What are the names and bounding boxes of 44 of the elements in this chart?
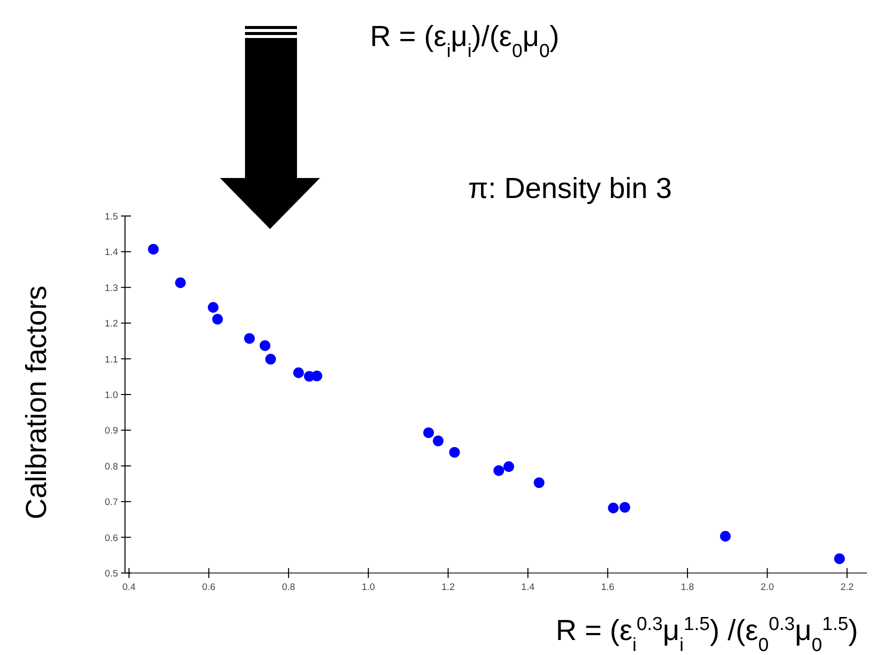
x-tick-label: 1.6 <box>601 582 614 593</box>
y-tick-label: 1.4 <box>104 247 118 258</box>
point <box>148 244 159 255</box>
y-tick-label: 1.1 <box>104 354 118 366</box>
text: R = (ε$_{i}$μ$_{i}$)/(ε$_{0}$μ$_{0}$) <box>370 21 560 60</box>
point <box>260 340 270 351</box>
point <box>175 277 186 288</box>
point <box>534 477 544 488</box>
x-tick-label: 0.6 <box>202 582 216 593</box>
y-tick-label: 0.9 <box>104 426 118 437</box>
point <box>834 553 845 564</box>
y-tick-label: 1.5 <box>104 212 118 222</box>
point <box>208 302 219 313</box>
y-tick-label: 0.7 <box>104 497 118 508</box>
point <box>212 314 223 325</box>
x-tick-label: 1.0 <box>362 582 375 593</box>
point <box>423 427 434 438</box>
point <box>293 367 304 378</box>
point <box>449 446 460 458</box>
x-tick-label: 2.0 <box>760 582 774 593</box>
point <box>244 333 255 344</box>
text: R = (ε$_{i}$$^{0.3}$μ$_{i}$$^{1.5}$) /(ε$_{0}$$^{0.3}$μ$_{0}$$^{1.5}$) <box>556 612 858 654</box>
x-tick-label: 2.2 <box>840 582 854 593</box>
point <box>265 354 276 364</box>
point <box>432 436 444 446</box>
point <box>493 465 504 476</box>
y-tick-label: 0.5 <box>104 568 118 580</box>
y-tick-label: 1.2 <box>104 318 118 330</box>
point <box>720 530 731 542</box>
y-tick-label: 1.3 <box>104 282 118 294</box>
point <box>608 502 619 514</box>
x-tick-label: 0.8 <box>282 582 296 593</box>
x-tick-label: 1.4 <box>521 582 535 593</box>
point <box>620 502 630 513</box>
point <box>503 461 514 472</box>
x-tick-label: 0.4 <box>122 582 136 593</box>
x-tick-label: 1.8 <box>680 582 694 593</box>
chart-title: π: Density bin 3 <box>468 173 672 205</box>
point <box>312 370 322 382</box>
y-axis-title: Calibration factors <box>21 286 53 520</box>
y-tick-label: 1.0 <box>104 390 118 401</box>
x-tick-label: 1.2 <box>442 582 455 593</box>
y-tick-label: 0.6 <box>104 532 118 544</box>
y-tick-label: 0.8 <box>104 461 118 472</box>
